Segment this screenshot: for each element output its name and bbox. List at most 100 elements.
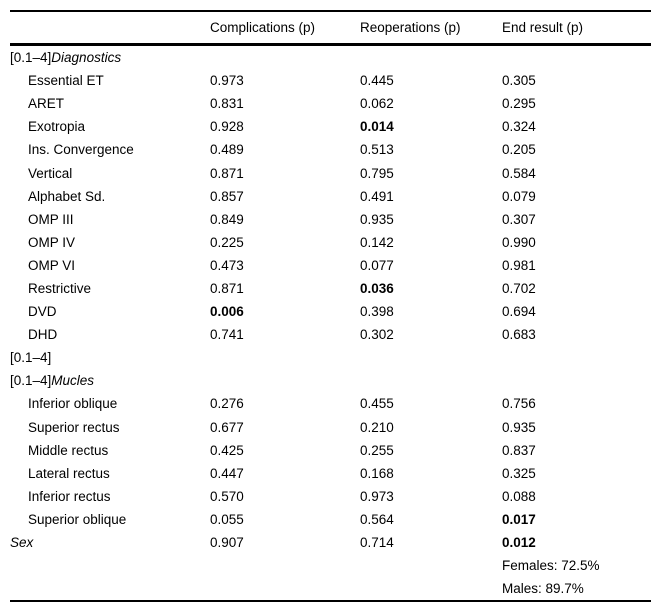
p-value-cell: 0.473 — [210, 257, 244, 273]
table-row: Superior rectus 0.677 0.210 0.935 — [10, 416, 651, 439]
p-value-cell — [210, 346, 360, 369]
row-label: Sex — [10, 531, 210, 554]
header-row: Complications (p) Reoperations (p) End r… — [10, 11, 651, 46]
table-row: OMP IV 0.225 0.142 0.990 — [10, 231, 651, 254]
p-value-cell: 0.928 — [210, 119, 244, 135]
p-value-cell: 0.570 — [210, 488, 244, 504]
row-label — [10, 554, 210, 577]
p-value-cell — [360, 369, 502, 392]
p-value-cell: 0.714 — [360, 535, 394, 551]
row-label: Alphabet Sd. — [10, 185, 210, 208]
p-value-cell: 0.295 — [502, 96, 536, 112]
row-label-text: DVD — [28, 304, 57, 320]
p-value-cell: 0.973 — [210, 73, 244, 89]
table-row: Females: 72.5% — [10, 554, 651, 577]
p-value-cell: 0.491 — [360, 188, 394, 204]
p-value-cell: 0.305 — [502, 73, 536, 89]
p-value-cell: 0.088 — [502, 488, 536, 504]
row-label-prefix: [0.1–4] — [10, 350, 52, 366]
pvalue-table: Complications (p) Reoperations (p) End r… — [10, 10, 651, 603]
p-value-cell: 0.489 — [210, 142, 244, 158]
row-label: OMP VI — [10, 254, 210, 277]
p-value-cell: 0.831 — [210, 96, 244, 112]
row-label: Exotropia — [10, 115, 210, 138]
row-label: Inferior rectus — [10, 485, 210, 508]
p-value-cell: 0.837 — [502, 442, 536, 458]
table-row: [0.1–4]Diagnostics — [10, 45, 651, 70]
p-value-cell: Males: 89.7% — [502, 581, 584, 597]
table-row: Ins. Convergence 0.489 0.513 0.205 — [10, 138, 651, 161]
row-label: Superior oblique — [10, 508, 210, 531]
row-label: [0.1–4]Mucles — [10, 369, 210, 392]
p-value-cell: 0.142 — [360, 234, 394, 250]
row-label: ARET — [10, 92, 210, 115]
p-value-cell: 0.683 — [502, 327, 536, 343]
p-value-cell: 0.849 — [210, 211, 244, 227]
table-row: Alphabet Sd. 0.857 0.491 0.079 — [10, 185, 651, 208]
p-value-cell: 0.325 — [502, 465, 536, 481]
row-label-text: Sex — [10, 535, 34, 551]
p-value-cell — [210, 554, 360, 577]
row-label-text: Diagnostics — [51, 50, 122, 66]
table-row: OMP VI 0.473 0.077 0.981 — [10, 254, 651, 277]
row-label-text: Inferior oblique — [28, 396, 118, 412]
row-label-text: Ins. Convergence — [28, 142, 134, 158]
p-value-cell: 0.756 — [502, 396, 536, 412]
row-label-text: Middle rectus — [28, 442, 109, 458]
table-row: Vertical 0.871 0.795 0.584 — [10, 161, 651, 184]
p-value-cell: Females: 72.5% — [502, 558, 600, 574]
row-label-text: DHD — [28, 327, 58, 343]
p-value-cell: 0.871 — [210, 280, 244, 296]
p-value-cell: 0.584 — [502, 165, 536, 181]
p-value-cell: 0.564 — [360, 511, 394, 527]
table-row: [0.1–4] — [10, 346, 651, 369]
p-value-cell: 0.062 — [360, 96, 394, 112]
row-label: [0.1–4] — [10, 346, 210, 369]
header-end-result: End result (p) — [502, 11, 651, 46]
p-value-cell: 0.795 — [360, 165, 394, 181]
row-label: Vertical — [10, 161, 210, 184]
p-value-cell: 0.990 — [502, 234, 536, 250]
p-value-cell: 0.694 — [502, 304, 536, 320]
row-label: DHD — [10, 323, 210, 346]
row-label-text: Mucles — [51, 373, 95, 389]
table-row: ARET 0.831 0.062 0.295 — [10, 92, 651, 115]
table-row: Inferior rectus 0.570 0.973 0.088 — [10, 485, 651, 508]
p-value-cell: 0.677 — [210, 419, 244, 435]
p-value-cell: 0.307 — [502, 211, 536, 227]
p-value-cell: 0.225 — [210, 234, 244, 250]
row-label: Ins. Convergence — [10, 138, 210, 161]
p-value-cell: 0.857 — [210, 188, 244, 204]
row-label-text: OMP IV — [28, 234, 76, 250]
p-value-cell: 0.513 — [360, 142, 394, 158]
row-label-prefix: [0.1–4] — [10, 50, 52, 66]
row-label: DVD — [10, 300, 210, 323]
p-value-cell — [360, 577, 502, 601]
table-row: DVD 0.006 0.398 0.694 — [10, 300, 651, 323]
row-label-text: ARET — [28, 96, 65, 112]
p-value-cell: 0.741 — [210, 327, 244, 343]
table-row: OMP III 0.849 0.935 0.307 — [10, 208, 651, 231]
row-label: Restrictive — [10, 277, 210, 300]
p-value-cell — [360, 554, 502, 577]
p-value-cell: 0.012 — [502, 535, 536, 551]
row-label-text: Superior oblique — [28, 511, 127, 527]
p-value-cell — [210, 577, 360, 601]
table-body: [0.1–4]Diagnostics Essential ET 0.973 0.445… — [10, 45, 651, 602]
row-label-text: Vertical — [28, 165, 73, 181]
p-value-cell: 0.077 — [360, 257, 394, 273]
header-complications: Complications (p) — [210, 11, 360, 46]
table-row: Middle rectus 0.425 0.255 0.837 — [10, 439, 651, 462]
p-value-cell: 0.276 — [210, 396, 244, 412]
p-value-cell: 0.079 — [502, 188, 536, 204]
p-value-cell: 0.425 — [210, 442, 244, 458]
row-label-text: Alphabet Sd. — [28, 188, 106, 204]
table-row: Males: 89.7% — [10, 577, 651, 601]
p-value-cell — [502, 346, 651, 369]
row-label: Lateral rectus — [10, 462, 210, 485]
row-label-text: Superior rectus — [28, 419, 120, 435]
row-label-text: Lateral rectus — [28, 465, 110, 481]
table-row: Sex 0.907 0.714 0.012 — [10, 531, 651, 554]
header-empty-cell — [10, 11, 210, 46]
